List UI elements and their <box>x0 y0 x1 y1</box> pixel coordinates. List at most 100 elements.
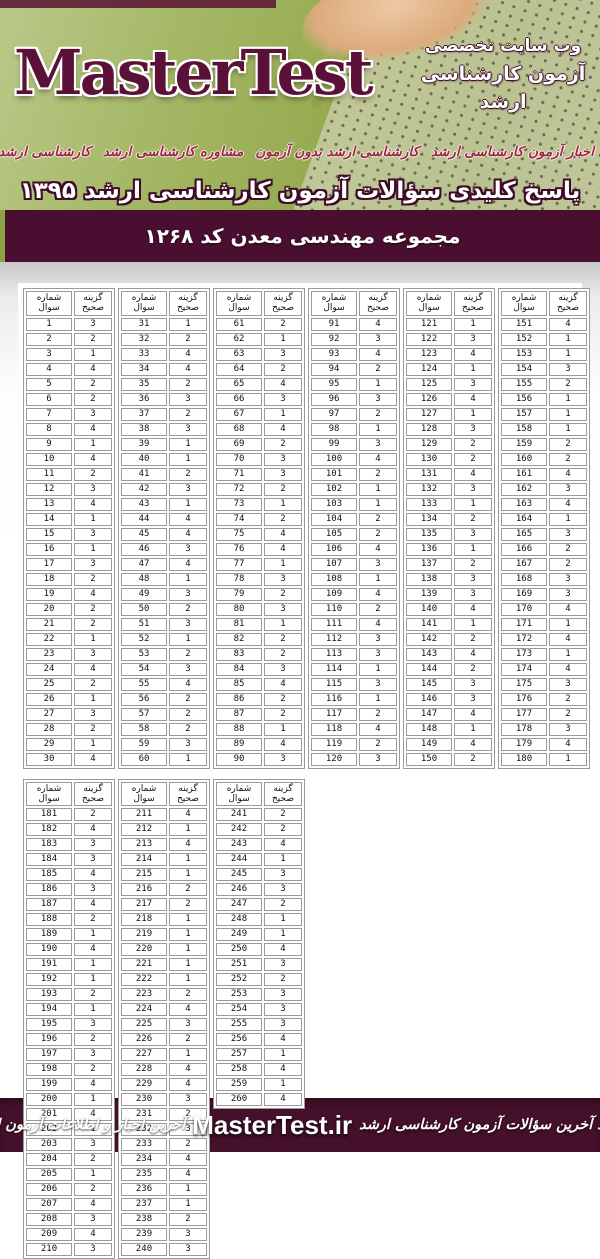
answer-row: 126 4 <box>406 392 492 406</box>
question-number-cell: 60 <box>121 752 167 766</box>
question-number-cell: 32 <box>121 332 167 346</box>
question-number-cell: 42 <box>121 482 167 496</box>
correct-option-cell: 1 <box>74 437 112 451</box>
correct-option-cell: 3 <box>454 332 492 346</box>
question-number-cell: 13 <box>26 497 72 511</box>
correct-option-cell: 2 <box>74 377 112 391</box>
answer-row: 33 4 <box>121 347 207 361</box>
menu-item[interactable]: کارشناسی ارشد بدون آزمون <box>255 144 419 160</box>
answer-row: 227 1 <box>121 1048 207 1062</box>
answer-row: 154 3 <box>501 362 587 376</box>
answer-row: 22 1 <box>26 632 112 646</box>
footer-left-text: دانلود آخرین سؤالات آزمون کارشناسی ارشد <box>359 1117 600 1133</box>
site-logo[interactable]: MasterTest <box>14 36 373 109</box>
menu-item[interactable]: کارشناسی ارشد خارج از کشور <box>0 144 91 160</box>
answer-row: 215 1 <box>121 868 207 882</box>
question-number-cell: 196 <box>26 1033 72 1047</box>
answer-row: 23 3 <box>26 647 112 661</box>
correct-option-cell: 2 <box>169 1213 207 1227</box>
answer-row: 102 1 <box>311 482 397 496</box>
footer-brand-link[interactable]: MasterTest.ir <box>192 1109 353 1140</box>
question-number-cell: 139 <box>406 587 452 601</box>
correct-option-cell: 4 <box>74 868 112 882</box>
answer-row: 98 1 <box>311 422 397 436</box>
menu-item[interactable]: مشاوره کارشناسی ارشد <box>102 144 244 160</box>
answer-row: 197 3 <box>26 1048 112 1062</box>
correct-option-cell: 4 <box>169 1063 207 1077</box>
question-number-cell: 161 <box>501 467 547 481</box>
question-number-cell: 91 <box>311 317 357 331</box>
correct-option-cell: 2 <box>359 407 397 421</box>
correct-option-header: گزینه صحیح <box>549 291 587 316</box>
answer-row: 202 1 <box>26 1123 112 1137</box>
correct-option-cell: 1 <box>169 1198 207 1212</box>
answer-row: 147 4 <box>406 707 492 721</box>
question-number-cell: 93 <box>311 347 357 361</box>
question-number-cell: 108 <box>311 572 357 586</box>
question-number-cell: 221 <box>121 958 167 972</box>
question-number-header: شماره سوال <box>121 781 167 807</box>
question-number-cell: 160 <box>501 452 547 466</box>
correct-option-cell: 3 <box>359 437 397 451</box>
answer-row: 76 4 <box>216 542 302 556</box>
answer-row: 20 2 <box>26 602 112 616</box>
correct-option-cell: 1 <box>359 572 397 586</box>
answer-table-211-240: شماره سوال گزینه صحیح 211 4 212 1 213 4 214 1 215 1… <box>118 778 210 1259</box>
correct-option-cell: 1 <box>454 617 492 631</box>
answer-row: 21 2 <box>26 617 112 631</box>
answer-row: 192 1 <box>26 973 112 987</box>
correct-option-cell: 4 <box>74 752 112 766</box>
correct-option-cell: 4 <box>454 467 492 481</box>
menu-item[interactable]: اخبار آزمون کارشناسی ارشد <box>430 144 594 160</box>
answer-row: 54 3 <box>121 662 207 676</box>
correct-option-cell: 2 <box>264 512 302 526</box>
question-number-cell: 63 <box>216 347 262 361</box>
answer-row: 187 4 <box>26 898 112 912</box>
question-number-header: شماره سوال <box>406 291 452 316</box>
question-number-cell: 7 <box>26 407 72 421</box>
footer-right-text: آخرین اخبار و اطلاعات آزمون ارشد <box>0 1117 186 1133</box>
question-number-cell: 257 <box>216 1048 262 1062</box>
answer-row: 160 2 <box>501 452 587 466</box>
answer-row: 111 4 <box>311 617 397 631</box>
question-number-cell: 191 <box>26 958 72 972</box>
correct-option-cell: 2 <box>264 898 302 912</box>
correct-option-cell: 2 <box>169 898 207 912</box>
correct-option-cell: 4 <box>549 602 587 616</box>
question-number-cell: 187 <box>26 898 72 912</box>
correct-option-cell: 3 <box>74 1018 112 1032</box>
correct-option-cell: 4 <box>169 1078 207 1092</box>
answer-row: 141 1 <box>406 617 492 631</box>
question-number-cell: 8 <box>26 422 72 436</box>
answer-row: 177 2 <box>501 707 587 721</box>
question-number-cell: 115 <box>311 677 357 691</box>
correct-option-cell: 4 <box>169 838 207 852</box>
question-number-cell: 144 <box>406 662 452 676</box>
question-number-cell: 110 <box>311 602 357 616</box>
correct-option-cell: 2 <box>74 677 112 691</box>
answer-row: 145 3 <box>406 677 492 691</box>
question-number-cell: 107 <box>311 557 357 571</box>
answer-row: 130 2 <box>406 452 492 466</box>
answer-row: 85 4 <box>216 677 302 691</box>
question-number-cell: 149 <box>406 737 452 751</box>
correct-option-cell: 3 <box>74 647 112 661</box>
correct-option-cell: 2 <box>454 557 492 571</box>
answer-row: 101 2 <box>311 467 397 481</box>
question-number-cell: 109 <box>311 587 357 601</box>
answer-row: 30 4 <box>26 752 112 766</box>
answer-row: 10 4 <box>26 452 112 466</box>
answer-row: 89 4 <box>216 737 302 751</box>
correct-option-cell: 3 <box>169 1123 207 1137</box>
answer-row: 26 1 <box>26 692 112 706</box>
answer-row: 142 2 <box>406 632 492 646</box>
correct-option-cell: 2 <box>264 692 302 706</box>
correct-option-cell: 3 <box>169 1018 207 1032</box>
question-number-cell: 170 <box>501 602 547 616</box>
question-number-cell: 112 <box>311 632 357 646</box>
answer-row: 193 2 <box>26 988 112 1002</box>
question-number-cell: 233 <box>121 1138 167 1152</box>
correct-option-header: گزینه صحیح <box>264 291 302 316</box>
answer-row: 238 2 <box>121 1213 207 1227</box>
